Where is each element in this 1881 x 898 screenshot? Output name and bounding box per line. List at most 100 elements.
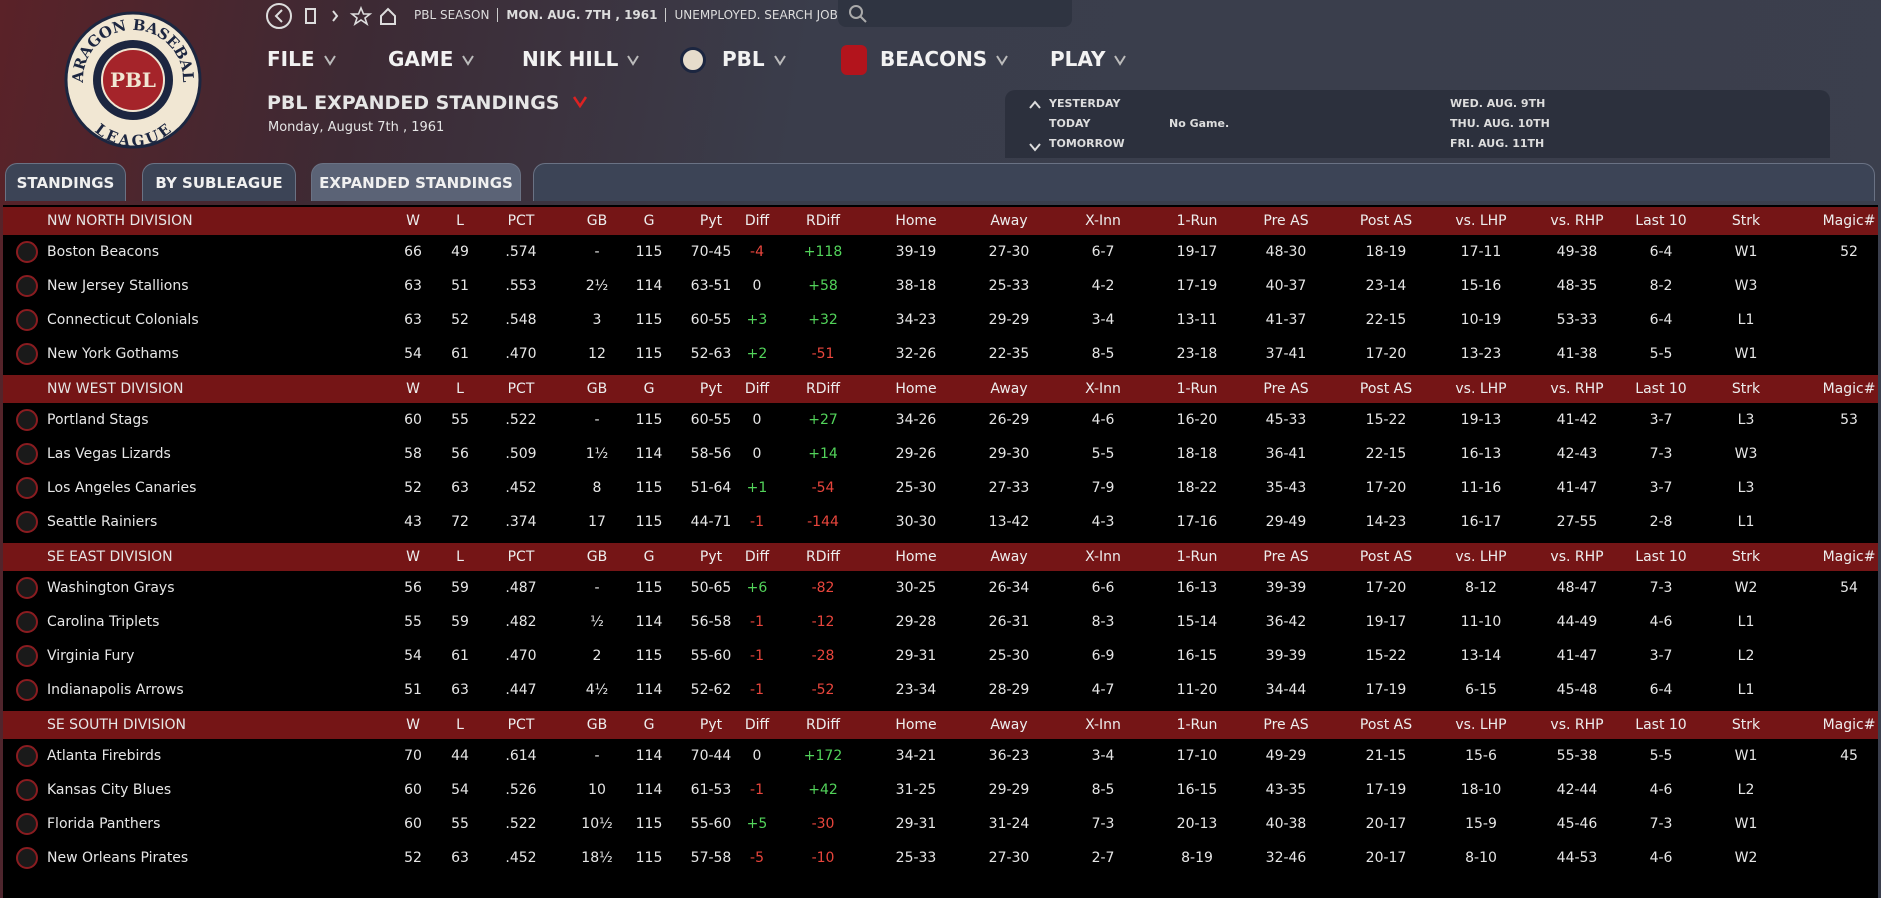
column-header[interactable]: vs. RHP <box>1550 213 1604 229</box>
favorite-button[interactable] <box>349 5 373 26</box>
team-name[interactable]: Boston Beacons <box>47 244 160 260</box>
column-header[interactable]: PCT <box>507 381 535 397</box>
column-header[interactable]: W <box>406 717 420 733</box>
column-header[interactable]: Magic# <box>1822 213 1876 229</box>
column-header[interactable]: Pyt <box>699 717 723 733</box>
column-header[interactable]: G <box>643 381 655 397</box>
menu-item[interactable]: PBL <box>722 47 787 71</box>
column-header[interactable]: Pyt <box>699 549 723 565</box>
home-button[interactable] <box>380 7 396 25</box>
tomorrow-label[interactable]: TOMORROW <box>1049 137 1125 150</box>
column-header[interactable]: PCT <box>507 717 535 733</box>
upcoming-date[interactable]: THU. AUG. 10TH <box>1450 117 1550 130</box>
column-header[interactable]: RDiff <box>805 213 841 229</box>
column-header[interactable]: Post AS <box>1359 213 1413 229</box>
column-header[interactable]: RDiff <box>805 717 841 733</box>
team-row[interactable]: Boston Beacons 66 49 .574 - 115 70-45 -4 +118 39-… <box>3 235 1878 269</box>
column-header[interactable]: X-Inn <box>1085 213 1121 229</box>
team-name[interactable]: Portland Stags <box>47 412 149 428</box>
column-header[interactable]: Post AS <box>1359 381 1413 397</box>
team-name[interactable]: New York Gothams <box>47 346 179 362</box>
column-header[interactable]: Last 10 <box>1635 213 1687 229</box>
column-header[interactable]: Home <box>895 213 937 229</box>
column-header[interactable]: W <box>406 213 420 229</box>
yesterday-label[interactable]: YESTERDAY <box>1049 97 1121 110</box>
column-header[interactable]: Post AS <box>1359 549 1413 565</box>
team-name[interactable]: New Jersey Stallions <box>47 278 189 294</box>
team-row[interactable]: Kansas City Blues 60 54 .526 10 114 61-53 -1 +42… <box>3 773 1878 807</box>
menu-item[interactable]: NIK HILL <box>522 47 640 71</box>
column-header[interactable]: Strk <box>1731 381 1761 397</box>
column-header[interactable]: GB <box>586 213 608 229</box>
column-header[interactable]: Diff <box>744 717 770 733</box>
team-row[interactable]: New Jersey Stallions 63 51 .553 2½ 114 63-51 0 +… <box>3 269 1878 303</box>
column-header[interactable]: Diff <box>744 213 770 229</box>
team-name[interactable]: Atlanta Firebirds <box>47 748 162 764</box>
column-header[interactable]: 1-Run <box>1176 549 1218 565</box>
menu-item[interactable]: PLAY <box>1050 47 1127 71</box>
team-name[interactable]: Kansas City Blues <box>47 782 172 798</box>
column-header[interactable]: vs. LHP <box>1455 213 1507 229</box>
team-row[interactable]: New Orleans Pirates 52 63 .452 18½ 115 57-58 -5… <box>3 841 1878 875</box>
upcoming-date[interactable]: FRI. AUG. 11TH <box>1450 137 1545 150</box>
search-box[interactable] <box>838 0 1072 27</box>
forward-button[interactable] <box>332 10 339 22</box>
column-header[interactable]: Home <box>895 549 937 565</box>
column-header[interactable]: vs. LHP <box>1455 381 1507 397</box>
scroll-up[interactable] <box>1029 100 1041 110</box>
column-header[interactable]: 1-Run <box>1176 717 1218 733</box>
column-header[interactable]: G <box>643 717 655 733</box>
menu-item[interactable]: GAME <box>388 47 475 71</box>
job-status[interactable]: UNEMPLOYED. SEARCH JOBS... <box>674 8 857 22</box>
team-row[interactable]: Indianapolis Arrows 51 63 .447 4½ 114 52-62 -1 -… <box>3 673 1878 707</box>
team-name[interactable]: Seattle Rainiers <box>47 514 158 530</box>
team-row[interactable]: Atlanta Firebirds 70 44 .614 - 114 70-44 0 +172 3… <box>3 739 1878 773</box>
team-name[interactable]: New Orleans Pirates <box>47 850 189 866</box>
team-row[interactable]: Los Angeles Canaries 52 63 .452 8 115 51-64 +1 -… <box>3 471 1878 505</box>
team-row[interactable]: Las Vegas Lizards 58 56 .509 1½ 114 58-56 0 +14 2… <box>3 437 1878 471</box>
tab[interactable]: STANDINGS <box>5 163 126 201</box>
team-row[interactable]: Washington Grays 56 59 .487 - 115 50-65 +6 -82 30… <box>3 571 1878 605</box>
tab-active[interactable]: EXPANDED STANDINGS <box>311 163 521 201</box>
team-name[interactable]: Washington Grays <box>47 580 175 596</box>
column-header[interactable]: Away <box>990 549 1028 565</box>
column-header[interactable]: vs. RHP <box>1550 381 1604 397</box>
team-name[interactable]: Indianapolis Arrows <box>47 682 184 698</box>
column-header[interactable]: Magic# <box>1822 381 1876 397</box>
column-header[interactable]: PCT <box>507 549 535 565</box>
team-name[interactable]: Connecticut Colonials <box>47 312 199 328</box>
column-header[interactable]: W <box>406 549 420 565</box>
team-row[interactable]: Connecticut Colonials 63 52 .548 3 115 60-55 +3… <box>3 303 1878 337</box>
column-header[interactable]: GB <box>586 381 608 397</box>
column-header[interactable]: W <box>406 381 420 397</box>
back-button[interactable] <box>266 3 292 29</box>
column-header[interactable]: Pre AS <box>1263 549 1309 565</box>
team-row[interactable]: Carolina Triplets 55 59 .482 ½ 114 56-58 -1 -12 2… <box>3 605 1878 639</box>
upcoming-date[interactable]: WED. AUG. 9TH <box>1450 97 1546 110</box>
column-header[interactable]: vs. LHP <box>1455 717 1507 733</box>
column-header[interactable]: Diff <box>744 549 770 565</box>
column-header[interactable]: Magic# <box>1822 717 1876 733</box>
column-header[interactable]: Away <box>990 213 1028 229</box>
column-header[interactable]: G <box>643 213 655 229</box>
column-header[interactable]: Pre AS <box>1263 381 1309 397</box>
column-header[interactable]: Pyt <box>699 381 723 397</box>
today-label[interactable]: TODAY <box>1049 117 1091 130</box>
team-row[interactable]: Seattle Rainiers 43 72 .374 17 115 44-71 -1 -144… <box>3 505 1878 539</box>
column-header[interactable]: Pre AS <box>1263 717 1309 733</box>
column-header[interactable]: L <box>456 381 464 397</box>
column-header[interactable]: Away <box>990 381 1028 397</box>
tab[interactable]: BY SUBLEAGUE <box>142 163 296 201</box>
column-header[interactable]: vs. LHP <box>1455 549 1507 565</box>
title-dropdown[interactable] <box>572 95 588 109</box>
column-header[interactable]: Home <box>895 717 937 733</box>
column-header[interactable]: X-Inn <box>1085 381 1121 397</box>
menu-item[interactable]: BEACONS <box>880 47 1009 71</box>
column-header[interactable]: Home <box>895 381 937 397</box>
scroll-down[interactable] <box>1029 142 1041 152</box>
column-header[interactable]: Strk <box>1731 213 1761 229</box>
bookmark-button[interactable] <box>305 8 316 24</box>
team-row[interactable]: New York Gothams 54 61 .470 12 115 52-63 +2 -51 3… <box>3 337 1878 371</box>
column-header[interactable]: Away <box>990 717 1028 733</box>
column-header[interactable]: Pre AS <box>1263 213 1309 229</box>
